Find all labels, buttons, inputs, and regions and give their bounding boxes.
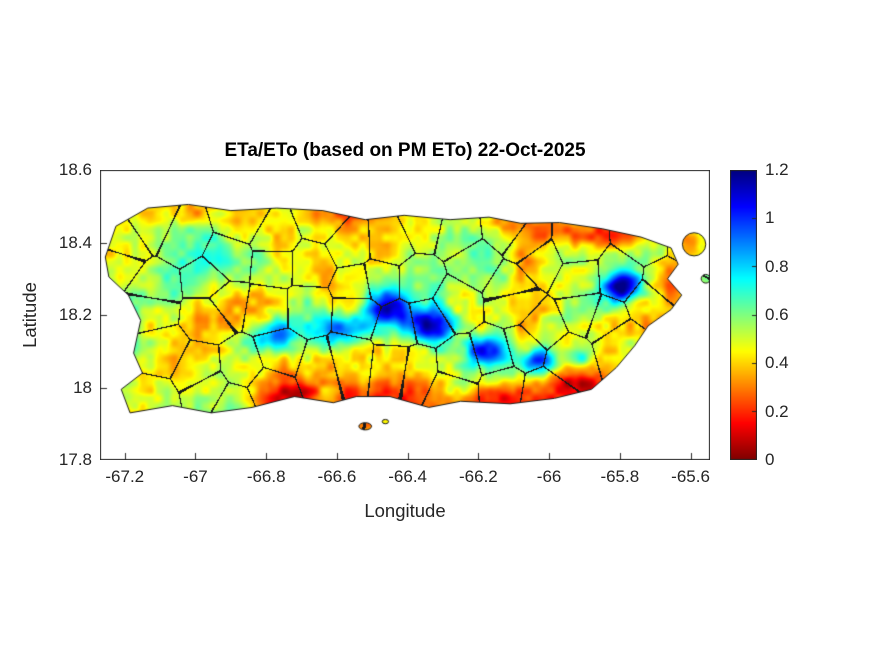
- colorbar-tick-label: 0: [765, 450, 775, 469]
- heatmap-canvas: [100, 170, 710, 460]
- x-tick-label: -66: [536, 467, 562, 486]
- colorbar: [730, 170, 757, 460]
- chart-title: ETa/ETo (based on PM ETo) 22-Oct-2025: [224, 140, 586, 161]
- colorbar-tick-label: 1: [765, 208, 775, 228]
- y-tick-label: 18: [73, 377, 92, 397]
- x-tick-label: -66.2: [459, 467, 498, 486]
- x-tick-label: -65.8: [600, 467, 640, 486]
- y-tick-label: 18.4: [58, 232, 92, 252]
- x-tick-label: -66.6: [317, 467, 357, 486]
- x-axis-label: Longitude: [364, 500, 446, 521]
- colorbar-tick-label: 0.2: [765, 401, 789, 421]
- colorbar-tick-label: 0.4: [765, 353, 789, 373]
- y-tick-label: 18.6: [58, 160, 92, 179]
- x-tick-label: -67: [183, 467, 208, 486]
- x-tick-label: -67.2: [105, 467, 145, 486]
- x-tick-label: -66.8: [246, 467, 286, 486]
- y-tick-label: 17.8: [58, 450, 92, 469]
- x-tick-label: -65.6: [671, 467, 710, 486]
- x-tick-label: -66.4: [388, 467, 428, 486]
- colorbar-tick-label: 1.2: [765, 160, 789, 179]
- colorbar-tick-label: 0.8: [765, 256, 789, 276]
- colorbar-tick-label: 0.6: [765, 305, 789, 324]
- y-tick-label: 18.2: [58, 305, 92, 324]
